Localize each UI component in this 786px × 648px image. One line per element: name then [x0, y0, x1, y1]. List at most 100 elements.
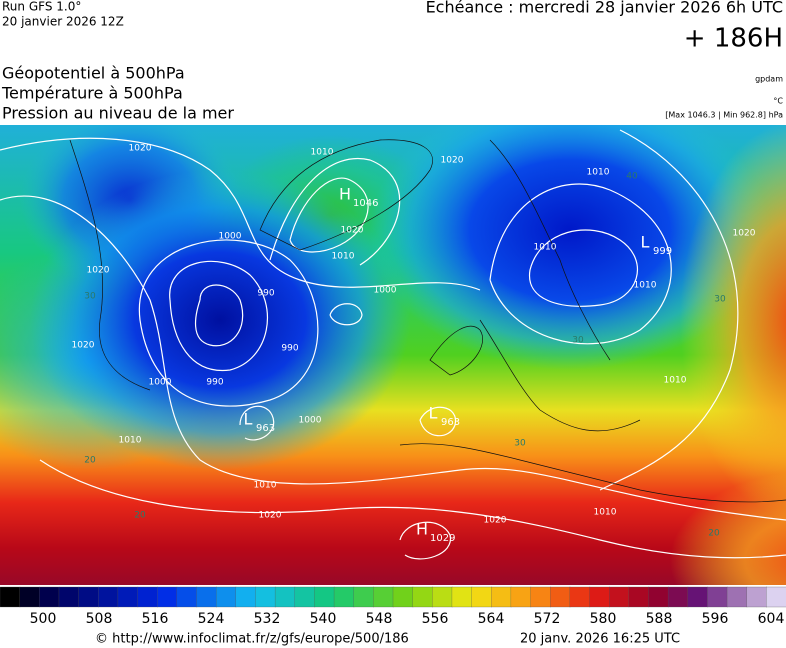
colorbar-swatch: [550, 586, 571, 608]
pressure-center-letter: L: [244, 410, 253, 429]
colorbar-swatch: [215, 586, 237, 608]
colorbar-swatch: [609, 586, 630, 608]
colorbar-swatch: [392, 586, 414, 608]
colorbar-swatch: [726, 586, 748, 608]
colorbar-swatch: [707, 586, 728, 608]
colorbar-swatch: [628, 586, 650, 608]
colorbar-swatch: [117, 586, 139, 608]
map: 1020 1010 1020 1010 1000 1020 1010 990 1000 1010 1…: [0, 125, 786, 585]
colorbar-swatch: [530, 586, 551, 608]
colorbar-swatch: [0, 586, 21, 608]
temperature-label: 40: [626, 172, 638, 182]
colorbar-label: 532: [254, 611, 281, 627]
colorbar-swatch: [39, 586, 60, 608]
isobar-label: 1000: [299, 416, 322, 426]
isobar-label: 990: [281, 344, 298, 354]
colorbar-swatch: [176, 586, 198, 608]
footer: © http://www.infoclimat.fr/z/gfs/europe/…: [95, 632, 680, 647]
colorbar-swatch: [648, 586, 669, 608]
temperature-label: 20: [84, 456, 96, 466]
unit-label: [Max 1046.3 | Min 962.8] hPa: [665, 111, 783, 120]
map-labels: 1020 1010 1020 1010 1000 1020 1010 990 1000 1010 1…: [72, 144, 756, 545]
colorbar-swatch: [294, 586, 316, 608]
colorbar-swatch: [491, 586, 512, 608]
colorbar-label: 588: [646, 611, 673, 627]
colorbar-swatch: [255, 586, 276, 608]
run-label: Run GFS 1.0°: [2, 0, 81, 14]
colorbar-label: 580: [590, 611, 617, 627]
unit-label: °C: [773, 97, 783, 106]
valid-time: Echéance : mercredi 28 janvier 2026 6h U…: [426, 0, 783, 17]
unit-label: gpdam: [755, 75, 783, 84]
colorbar-label: 604: [758, 611, 785, 627]
colorbar-label: 508: [86, 611, 113, 627]
colorbar-label: 500: [30, 611, 57, 627]
pressure-center-value: 963: [441, 417, 460, 428]
colorbar-swatch: [98, 586, 119, 608]
isobar-label: 1000: [219, 232, 242, 242]
field-label: Température à 500hPa: [1, 84, 183, 103]
temperature-label: 30: [84, 292, 96, 302]
colorbar-swatch: [510, 586, 532, 608]
colorbar-label: 548: [366, 611, 393, 627]
isobar-label: 1020: [733, 229, 756, 239]
isobar-label: 990: [206, 378, 223, 388]
colorbar-swatch: [235, 586, 257, 608]
field-label: Pression au niveau de la mer: [2, 104, 234, 123]
isobar-label: 1010: [587, 168, 610, 178]
isobar-label: 1000: [149, 378, 172, 388]
colorbar-swatch: [196, 586, 217, 608]
header: Run GFS 1.0° 20 janvier 2026 12Z Echéanc…: [1, 0, 783, 123]
pressure-center-value: 999: [653, 246, 672, 257]
isobars: [0, 129, 786, 560]
temperature-label: 30: [514, 439, 526, 449]
colorbar-swatch: [432, 586, 453, 608]
temperature-label: 30: [714, 295, 726, 305]
colorbar-label: 572: [534, 611, 561, 627]
temperature-label: 30: [572, 336, 584, 346]
colorbar-swatch: [687, 586, 709, 608]
pressure-center-value: 963: [256, 423, 275, 434]
isobar-label: 1020: [484, 516, 507, 526]
pressure-center-letter: H: [416, 520, 428, 539]
run-date: 20 janvier 2026 12Z: [2, 15, 124, 29]
pressure-center-letter: L: [429, 404, 438, 423]
colorbar-swatch: [274, 586, 296, 608]
pressure-center-value: 1029: [430, 533, 455, 544]
colorbar-label: 524: [198, 611, 225, 627]
colorbar-swatch: [19, 586, 40, 608]
isobar-label: 1000: [374, 286, 397, 296]
isobar-label: 1010: [311, 148, 334, 158]
generated-time: 20 janv. 2026 16:25 UTC: [520, 632, 680, 647]
field-label: Géopotentiel à 500hPa: [2, 64, 185, 83]
isobar-label: 1010: [634, 281, 657, 291]
colorbar-label: 556: [422, 611, 449, 627]
temperature-label: 20: [708, 529, 720, 539]
colorbar-swatch: [766, 586, 786, 608]
isobar-label: 1020: [341, 226, 364, 236]
colorbar-swatch: [137, 586, 158, 608]
isobar-label: 1020: [441, 156, 464, 166]
colorbar-swatch: [746, 586, 768, 608]
coastlines: [69, 139, 786, 503]
isobar-label: 1010: [332, 252, 355, 262]
colorbar-swatch: [58, 586, 80, 608]
isobar-label: 1020: [259, 511, 282, 521]
colorbar-swatch: [157, 586, 178, 608]
colorbar-swatch: [471, 586, 492, 608]
isobar-label: 1010: [119, 436, 142, 446]
colorbar-swatch: [589, 586, 610, 608]
isobar-label: 1020: [87, 266, 110, 276]
colorbar-swatch: [451, 586, 473, 608]
colorbar-swatch: [569, 586, 591, 608]
colorbar-swatch: [314, 586, 335, 608]
colorbar-swatch: [353, 586, 375, 608]
colorbar-label: 540: [310, 611, 337, 627]
colorbar: 500 508 516 524 532 540 548 556 564 572 580 588 596 6…: [0, 586, 786, 627]
colorbar-label: 516: [142, 611, 169, 627]
isobar-label: 1010: [534, 243, 557, 253]
colorbar-swatch: [78, 586, 99, 608]
isobar-label: 1010: [594, 508, 617, 518]
